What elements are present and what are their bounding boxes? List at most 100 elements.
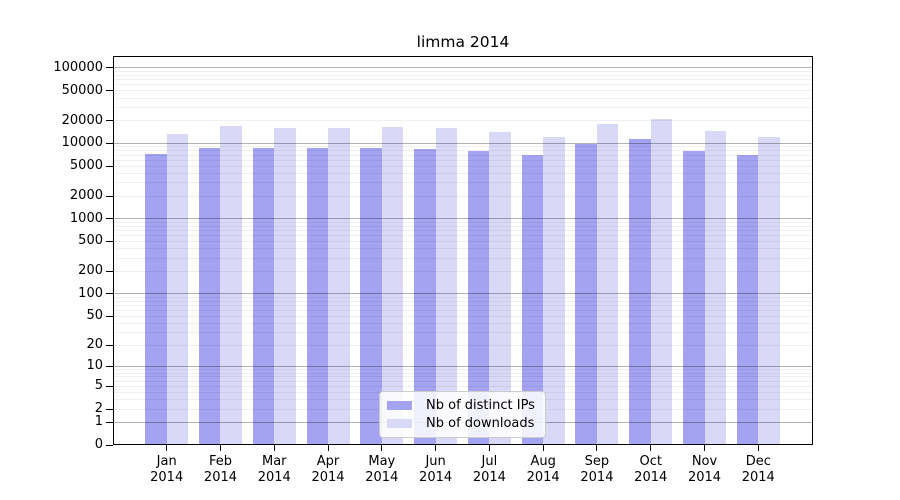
minor-gridline-7 xyxy=(113,376,813,378)
x-tick-jul xyxy=(488,445,490,451)
x-tick-feb xyxy=(219,445,221,451)
y-tick-20 xyxy=(106,344,113,346)
y-tick-label-10000: 10000 xyxy=(61,135,103,151)
minor-gridline-9 xyxy=(113,369,813,371)
y-tick-label-5: 5 xyxy=(94,378,103,394)
bar-jun-distinct-ips xyxy=(414,149,436,445)
minor-gridline-40 xyxy=(113,322,813,324)
x-tick-sep xyxy=(596,445,598,451)
y-tick-label-100: 100 xyxy=(78,285,103,301)
bar-nov-downloads xyxy=(704,131,726,445)
legend-item-distinct-ips: Nb of distinct IPs xyxy=(387,398,545,413)
x-tick-label-mar: Mar 2014 xyxy=(257,454,291,485)
y-tick-10 xyxy=(106,365,113,367)
minor-gridline-30000 xyxy=(113,106,813,108)
minor-gridline-400 xyxy=(113,248,813,250)
bar-dec-downloads xyxy=(758,137,780,445)
y-tick-label-0: 0 xyxy=(94,437,103,452)
bar-jan-distinct-ips xyxy=(145,154,167,445)
y-tick-label-50: 50 xyxy=(86,308,103,324)
y-tick-label-5000: 5000 xyxy=(69,158,103,174)
x-tick-label-jul: Jul 2014 xyxy=(472,454,506,485)
x-tick-label-jan: Jan 2014 xyxy=(150,454,184,485)
minor-gridline-800 xyxy=(113,225,813,227)
y-tick-200 xyxy=(106,270,113,272)
y-tick-label-2000: 2000 xyxy=(69,188,103,204)
y-tick-1 xyxy=(106,421,113,423)
x-tick-label-sep: Sep 2014 xyxy=(580,454,614,485)
y-tick-5 xyxy=(106,385,113,387)
x-tick-may xyxy=(381,445,383,451)
minor-gridline-3000 xyxy=(113,182,813,184)
minor-gridline-500 xyxy=(113,240,813,242)
bar-sep-distinct-ips xyxy=(575,144,597,445)
y-tick-100000 xyxy=(106,67,113,69)
minor-gridline-80 xyxy=(113,300,813,302)
major-gridline-100 xyxy=(113,293,813,295)
x-tick-jun xyxy=(435,445,437,451)
y-tick-0 xyxy=(106,444,113,446)
bar-apr-downloads xyxy=(328,128,350,445)
y-tick-10000 xyxy=(106,142,113,144)
y-tick-100 xyxy=(106,293,113,295)
bar-apr-distinct-ips xyxy=(306,147,329,445)
bar-sep-downloads xyxy=(596,123,619,445)
major-gridline-10 xyxy=(113,365,813,367)
bar-jun-downloads xyxy=(435,128,458,445)
minor-gridline-50 xyxy=(113,315,813,317)
x-tick-jan xyxy=(166,445,168,451)
minor-gridline-20 xyxy=(113,344,813,346)
minor-gridline-60000 xyxy=(113,84,813,86)
minor-gridline-60 xyxy=(113,309,813,311)
bar-feb-distinct-ips xyxy=(198,147,221,445)
y-tick-label-20: 20 xyxy=(86,337,103,353)
bar-feb-downloads xyxy=(220,126,242,445)
major-gridline-10000 xyxy=(113,142,813,144)
major-gridline-100000 xyxy=(113,67,813,69)
chart-title: limma 2014 xyxy=(416,33,510,51)
minor-gridline-7000 xyxy=(113,154,813,156)
minor-gridline-90 xyxy=(113,296,813,298)
y-tick-20000 xyxy=(106,120,113,122)
minor-gridline-50000 xyxy=(113,90,813,92)
bar-aug-distinct-ips xyxy=(521,155,544,445)
minor-gridline-5 xyxy=(113,385,813,387)
minor-gridline-6 xyxy=(113,380,813,382)
x-tick-label-jun: Jun 2014 xyxy=(419,454,453,485)
bar-mar-distinct-ips xyxy=(252,147,275,445)
plot-area xyxy=(113,56,813,445)
y-tick-label-20000: 20000 xyxy=(61,112,103,128)
y-tick-label-2: 2 xyxy=(94,401,103,417)
x-tick-label-dec: Dec 2014 xyxy=(741,454,775,485)
x-tick-oct xyxy=(650,445,652,451)
bar-nov-distinct-ips xyxy=(683,150,705,445)
minor-gridline-300 xyxy=(113,257,813,259)
minor-gridline-900 xyxy=(113,221,813,223)
legend-label-distinct-ips: Nb of distinct IPs xyxy=(426,398,535,413)
x-tick-label-nov: Nov 2014 xyxy=(687,454,722,485)
y-tick-2 xyxy=(106,408,113,410)
y-tick-label-500: 500 xyxy=(78,233,103,249)
bar-jul-distinct-ips xyxy=(467,151,490,445)
y-tick-5000 xyxy=(106,165,113,167)
minor-gridline-80000 xyxy=(113,74,813,76)
y-tick-500 xyxy=(106,240,113,242)
x-tick-label-apr: Apr 2014 xyxy=(311,454,345,485)
minor-gridline-8 xyxy=(113,372,813,374)
legend-item-downloads: Nb of downloads xyxy=(387,416,545,431)
bar-jan-downloads xyxy=(166,133,189,445)
y-tick-label-50000: 50000 xyxy=(61,82,103,98)
minor-gridline-20000 xyxy=(113,120,813,122)
minor-gridline-2000 xyxy=(113,195,813,197)
legend-swatch-distinct-ips-icon xyxy=(387,401,412,410)
bar-oct-distinct-ips xyxy=(629,139,651,445)
minor-gridline-8000 xyxy=(113,150,813,152)
y-tick-50000 xyxy=(106,90,113,92)
legend: Nb of distinct IPs Nb of downloads xyxy=(379,391,546,438)
x-tick-apr xyxy=(327,445,329,451)
bar-oct-downloads xyxy=(650,119,673,445)
minor-gridline-9000 xyxy=(113,146,813,148)
x-tick-label-oct: Oct 2014 xyxy=(634,454,668,485)
minor-gridline-40000 xyxy=(113,97,813,99)
